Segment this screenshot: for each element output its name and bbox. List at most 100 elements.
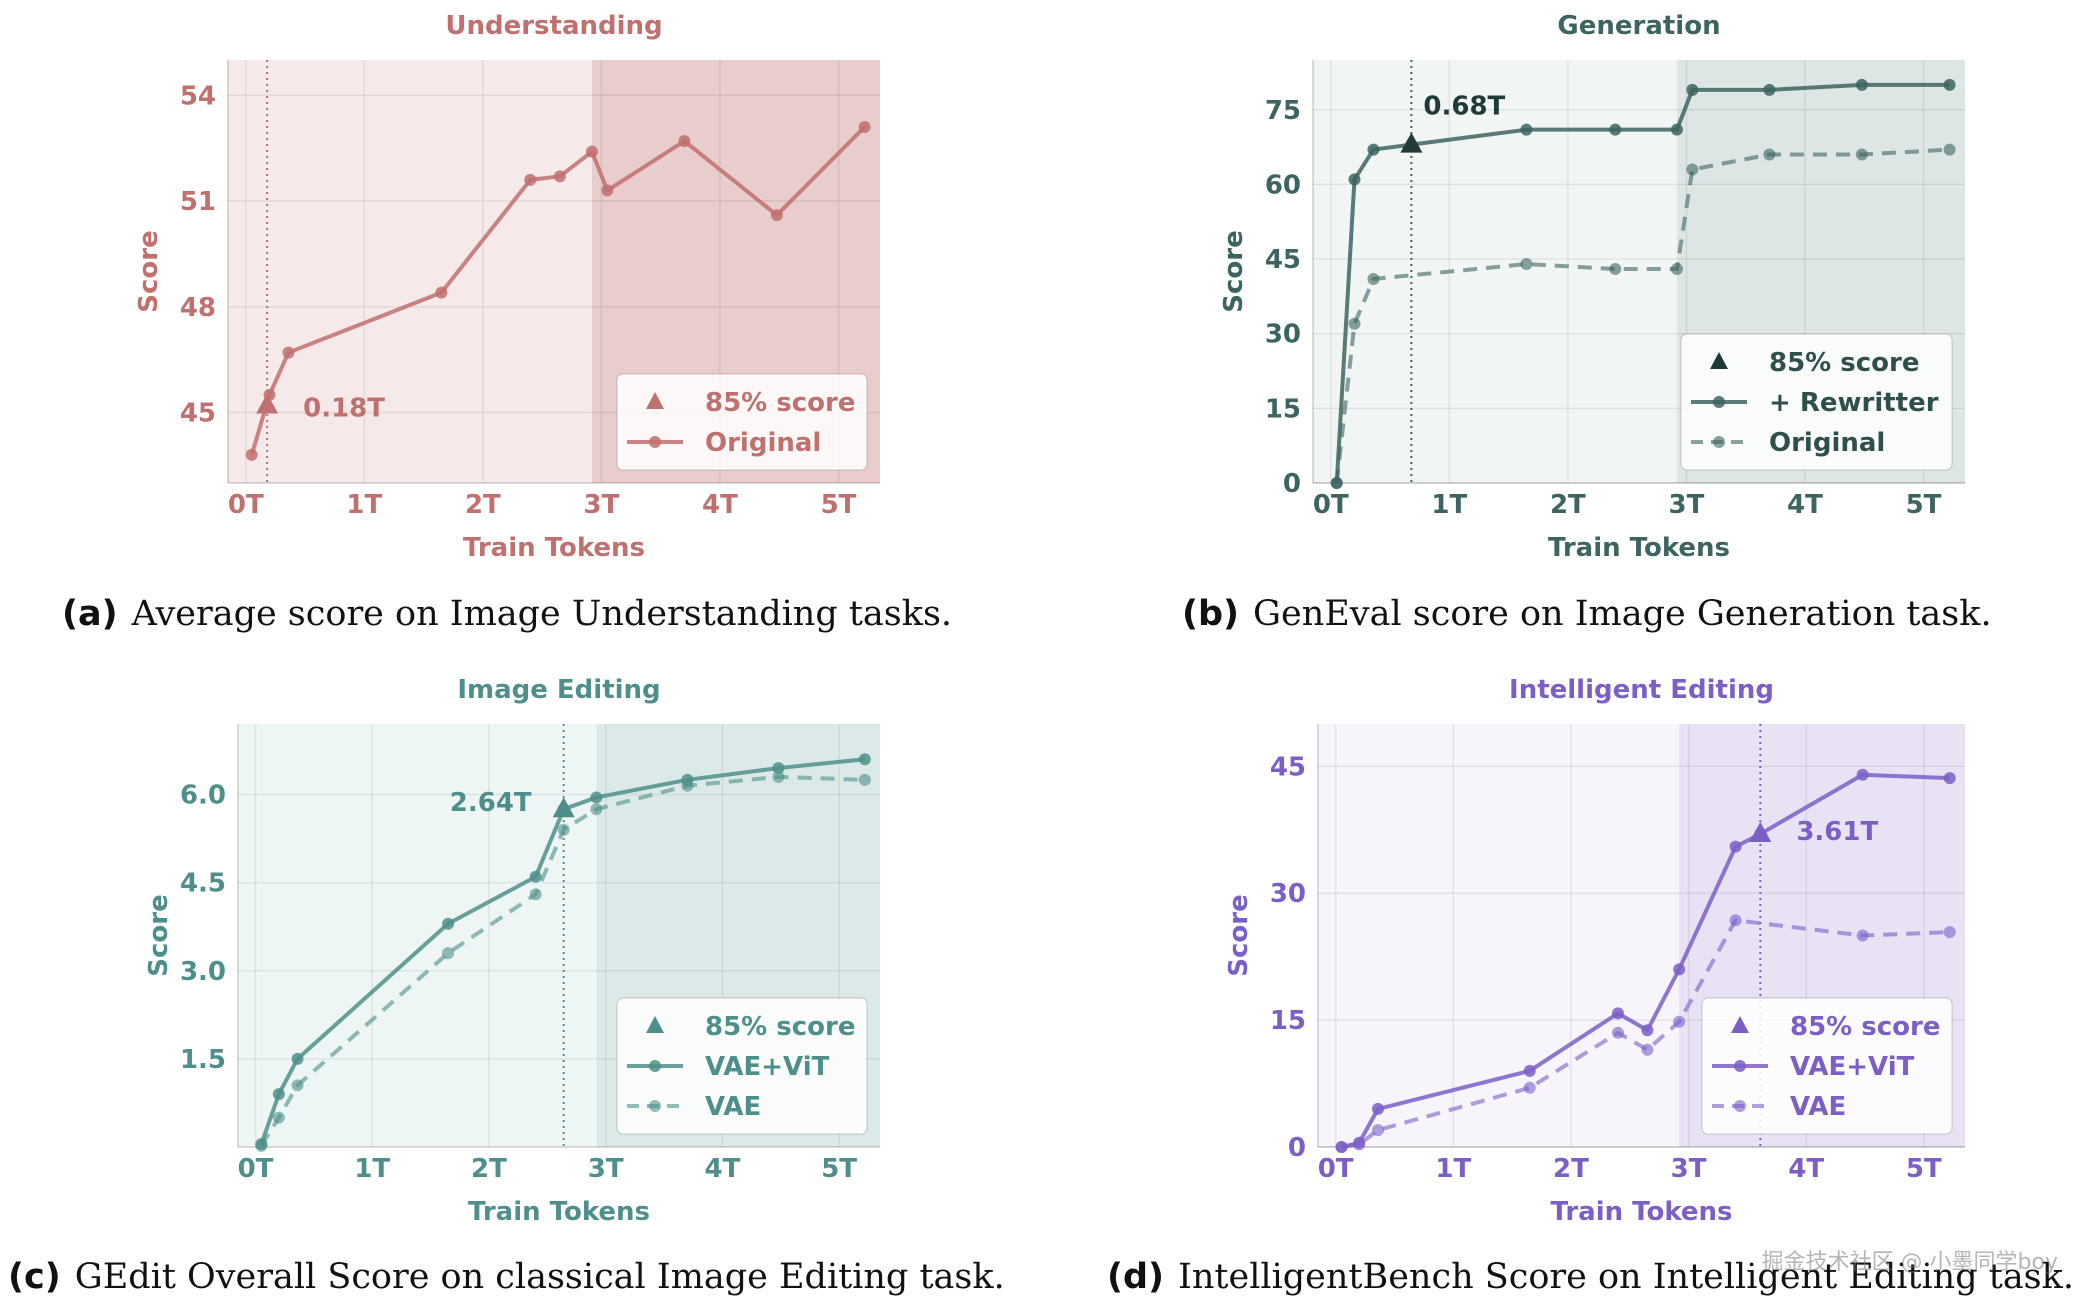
data-point [1943, 772, 1956, 785]
y-tick-label: 30 [1270, 879, 1306, 909]
data-point [1670, 123, 1683, 136]
chart-title: Intelligent Editing [1509, 675, 1774, 705]
x-axis-label: Train Tokens [1548, 533, 1730, 563]
data-point [1943, 143, 1956, 156]
data-point [1611, 1007, 1624, 1020]
y-axis-label: Score [144, 894, 174, 976]
y-tick-label: 75 [1265, 96, 1301, 126]
series-line-2 [259, 774, 865, 1147]
legend-dot [649, 436, 661, 448]
data-point [772, 770, 785, 783]
data-point [1641, 1043, 1654, 1056]
x-tick-label: 2T [471, 1154, 507, 1184]
data-point [1856, 929, 1869, 942]
x-tick-label: 2T [465, 490, 501, 520]
data-point [1367, 143, 1380, 156]
data-point [1523, 1081, 1536, 1094]
legend-dot [1713, 436, 1725, 448]
x-tick-label: 4T [1788, 1154, 1824, 1184]
data-point [590, 791, 603, 804]
data-point [442, 917, 455, 930]
data-point [1611, 1026, 1624, 1039]
y-tick-label: 45 [180, 399, 216, 429]
x-tick-label: 4T [705, 1154, 741, 1184]
caption-d: (d) IntelligentBench Score on Intelligent… [1107, 1257, 2074, 1297]
x-tick-label: 3T [584, 490, 620, 520]
chart-panel-1: 0T 1T 2T 3T 4T 5T 45 48 51 54 Understanding Train T… [134, 11, 880, 563]
chart-title: Image Editing [457, 675, 660, 705]
legend-label: 85% score [705, 1012, 856, 1042]
data-point [1348, 173, 1361, 186]
data-point [1686, 83, 1699, 96]
data-point [1367, 272, 1380, 285]
data-point [1673, 963, 1686, 976]
legend-marker-triangle [1710, 352, 1728, 369]
data-point [1520, 258, 1533, 271]
data-point [1943, 926, 1956, 939]
legend-marker-triangle [1731, 1016, 1749, 1033]
data-point [529, 870, 542, 883]
legend-label: 85% score [1790, 1012, 1941, 1042]
data-point [1523, 1064, 1536, 1077]
data-point [590, 803, 603, 816]
data-point [1353, 1138, 1366, 1151]
legend-label: + Rewritter [1769, 388, 1939, 418]
threshold-marker [1400, 132, 1423, 153]
watermark: 掘金技术社区 @ 小墨同学boy [1761, 1250, 2058, 1275]
x-tick-label: 1T [346, 490, 382, 520]
data-point [1335, 1141, 1348, 1153]
y-tick-label: 15 [1265, 394, 1301, 424]
y-tick-label: 0 [1283, 469, 1301, 499]
shade-early [228, 60, 592, 483]
data-point [770, 209, 783, 222]
y-tick-label: 0 [1288, 1133, 1306, 1163]
caption-a: (a) Average score on Image Understanding … [62, 594, 952, 634]
data-point [681, 779, 694, 792]
legend-label: VAE [1790, 1092, 1846, 1122]
threshold-marker [552, 797, 575, 818]
data-point [1855, 78, 1868, 91]
data-point [858, 773, 871, 786]
caption-c: (c) GEdit Overall Score on classical Imag… [8, 1257, 1005, 1297]
shade-early [1318, 724, 1680, 1147]
data-point [529, 888, 542, 901]
y-axis-label: Score [134, 230, 164, 312]
data-point [557, 823, 570, 836]
data-point [1763, 83, 1776, 96]
data-point [1729, 914, 1742, 927]
x-tick-label: 4T [1787, 490, 1823, 520]
data-point [1609, 123, 1622, 136]
legend-label: Original [1769, 428, 1885, 458]
x-tick-label: 1T [1431, 490, 1467, 520]
caption-text: GEdit Overall Score on classical Image E… [74, 1257, 1005, 1297]
data-point [1673, 1015, 1686, 1028]
chart-panel-3: 0T 1T 2T 3T 4T 5T 1.5 3.0 4.5 6.0 Image Editing Tra… [144, 675, 880, 1227]
legend-label: VAE [705, 1092, 761, 1122]
y-tick-label: 6.0 [180, 781, 226, 811]
shade-early [238, 724, 597, 1147]
x-tick-label: 2T [1550, 490, 1586, 520]
data-point [1348, 317, 1361, 330]
data-point [1686, 163, 1699, 176]
caption-text: Average score on Image Understanding tas… [131, 594, 953, 634]
x-axis-label: Train Tokens [1550, 1197, 1732, 1227]
legend-marker-triangle [646, 1016, 664, 1033]
legend-box [616, 373, 868, 471]
data-point [435, 286, 448, 299]
data-point [585, 145, 598, 158]
data-point [858, 120, 871, 133]
x-tick-label: 3T [1669, 490, 1705, 520]
y-tick-label: 51 [180, 187, 216, 217]
legend-label: Original [705, 428, 821, 458]
data-point [1943, 78, 1956, 91]
caption-tag: (b) [1182, 594, 1240, 634]
x-tick-label: 2T [1553, 1154, 1589, 1184]
x-tick-label: 5T [821, 490, 857, 520]
y-tick-label: 60 [1265, 170, 1301, 200]
series-line-1 [259, 757, 866, 1145]
legend-label: VAE+ViT [705, 1052, 830, 1082]
series-line-2 [1341, 918, 1950, 1149]
legend: 85% score VAE+ViT VAE [616, 997, 868, 1135]
x-tick-label: 1T [354, 1154, 390, 1184]
y-tick-label: 3.0 [180, 957, 226, 987]
